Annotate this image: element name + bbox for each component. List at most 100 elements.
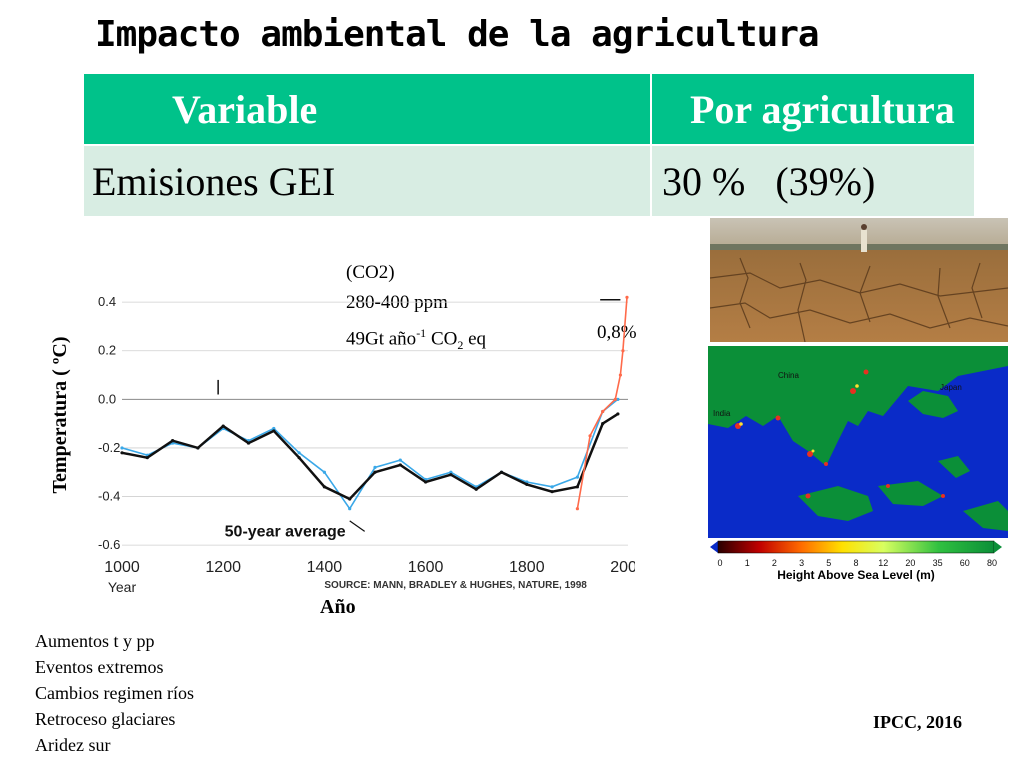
data-point xyxy=(621,349,625,353)
list-item: Eventos extremos xyxy=(35,657,164,677)
legend-tick: 2 xyxy=(772,558,777,568)
anno-line-3: 49Gt año-1 CO2 eq xyxy=(346,326,487,353)
anno-percentage: 0,8% xyxy=(597,322,637,343)
data-point xyxy=(297,456,301,460)
data-point xyxy=(272,426,276,431)
data-point xyxy=(618,373,623,377)
effects-list: Aumentos t y pp Eventos extremos Cambios… xyxy=(35,628,194,758)
data-point xyxy=(322,485,326,489)
legend-tick: 1 xyxy=(745,558,750,568)
list-item: Retroceso glaciares xyxy=(35,709,176,729)
table-header-row: Variable Por agricultura xyxy=(82,72,976,146)
data-point xyxy=(575,485,579,489)
data-point xyxy=(613,397,617,401)
x-tick-label: 1600 xyxy=(408,559,444,576)
average-label-bg xyxy=(220,520,364,542)
y-tick-label: 0.4 xyxy=(98,294,116,309)
data-point xyxy=(550,485,554,489)
data-point xyxy=(398,458,402,462)
average-label: 50-year average xyxy=(225,523,346,540)
data-point xyxy=(196,446,200,450)
average-arrow xyxy=(349,520,366,532)
data-point xyxy=(449,473,453,477)
data-point xyxy=(297,451,301,455)
map-label-japan: Japan xyxy=(940,383,962,392)
anno-line-1: (CO2) xyxy=(346,262,395,283)
map-legend: 0 1 2 3 5 8 12 20 35 60 80 Height Above Sea Level … xyxy=(710,540,1002,582)
data-point xyxy=(550,490,554,494)
x-tick-label: 1000 xyxy=(104,559,140,576)
legend-tick: 80 xyxy=(987,558,997,568)
legend-tick: 8 xyxy=(853,558,858,568)
data-point xyxy=(221,424,225,428)
y-axis-title: Temperatura ( ºC) xyxy=(49,337,71,494)
data-point xyxy=(348,497,352,501)
data-point xyxy=(398,463,402,467)
data-point xyxy=(474,487,478,491)
source-citation: IPCC, 2016 xyxy=(873,712,962,732)
legend-tick: 20 xyxy=(905,558,915,568)
data-point xyxy=(588,434,592,438)
data-point xyxy=(348,507,352,511)
legend-tick: 12 xyxy=(878,558,888,568)
person-figure xyxy=(861,224,867,252)
data-point xyxy=(373,470,377,474)
data-point xyxy=(171,439,175,443)
list-item: Aridez sur xyxy=(35,735,111,755)
x-tick-label: 2000 xyxy=(610,559,635,576)
data-point xyxy=(525,482,529,486)
data-point xyxy=(424,480,428,484)
x-tick-label: 1800 xyxy=(509,559,545,576)
chart-source-text: SOURCE: MANN, BRADLEY & HUGHES, NATURE, … xyxy=(324,580,587,591)
x-axis-label: Año xyxy=(320,596,356,618)
x-tick-label: 1400 xyxy=(307,559,343,576)
slide-title: Impacto ambiental de la agricultura xyxy=(95,14,820,55)
y-tick-label: 0.0 xyxy=(98,391,116,406)
data-point xyxy=(449,470,453,474)
legend-tick: 5 xyxy=(826,558,831,568)
drought-photo xyxy=(710,218,1008,342)
data-point xyxy=(145,456,149,460)
y-tick-label: -0.4 xyxy=(98,489,120,504)
list-item: Cambios regimen ríos xyxy=(35,683,194,703)
data-point xyxy=(373,465,377,469)
legend-tick-labels: 0 1 2 3 5 8 12 20 35 60 80 xyxy=(717,558,997,568)
series-line-0 xyxy=(121,398,619,511)
legend-tick: 60 xyxy=(960,558,970,568)
cell-emisiones-gei: Emisiones GEI xyxy=(82,144,652,218)
data-point xyxy=(120,451,124,455)
data-point xyxy=(272,429,276,433)
sea-level-map: China India Japan xyxy=(708,346,1008,538)
series-line-1 xyxy=(121,412,619,501)
value-paren: (39%) xyxy=(775,158,876,204)
temperature-chart-svg: 0.4 0.2 0.0 -0.2 -0.4 -0.6 1000 1200 1400 1600 180… xyxy=(98,294,646,595)
map-label-india: India xyxy=(713,409,731,418)
data-point xyxy=(601,422,605,426)
header-variable: Variable xyxy=(82,72,652,146)
data-point xyxy=(616,397,620,401)
x-axis-inner-label: Year xyxy=(108,579,137,595)
data-point xyxy=(575,475,579,479)
data-point xyxy=(499,470,504,474)
table-row: Emisiones GEI 30 % (39%) xyxy=(82,144,976,218)
y-axis-label: Temperatura ( ºC) xyxy=(49,337,71,494)
data-point xyxy=(322,470,326,474)
map-label-china: China xyxy=(778,371,799,380)
agriculture-impact-table: Variable Por agricultura Emisiones GEI 3… xyxy=(82,72,976,218)
y-tick-label: -0.2 xyxy=(98,440,120,455)
data-point xyxy=(120,446,124,450)
data-point xyxy=(625,295,629,299)
y-tick-label: -0.6 xyxy=(98,537,120,552)
legend-tick: 3 xyxy=(799,558,804,568)
legend-tick: 0 xyxy=(717,558,722,568)
data-point xyxy=(575,507,579,511)
legend-tick: 35 xyxy=(933,558,943,568)
header-por-agricultura: Por agricultura xyxy=(650,72,976,146)
legend-title: Height Above Sea Level (m) xyxy=(777,568,935,582)
y-tick-label: 0.2 xyxy=(98,343,116,358)
temperature-chart: 0.4 0.2 0.0 -0.2 -0.4 -0.6 1000 1200 1400 1600 180… xyxy=(90,260,646,605)
list-item: Aumentos t y pp xyxy=(35,631,155,651)
value-main: 30 % xyxy=(662,158,746,204)
data-point xyxy=(246,441,251,445)
series-line-2 xyxy=(576,297,628,509)
